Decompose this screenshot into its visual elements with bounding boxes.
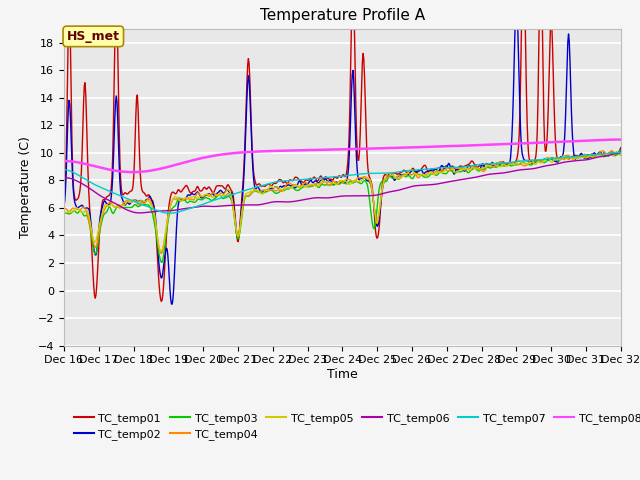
Line: TC_temp03: TC_temp03 xyxy=(64,150,621,263)
TC_temp01 xyxy=(401,168,408,173)
TC_temp01 xyxy=(617,144,625,150)
TC_temp08 xyxy=(277,148,285,154)
TC_temp08 xyxy=(432,144,440,149)
Line: TC_temp06: TC_temp06 xyxy=(64,153,621,213)
TC_temp08 xyxy=(125,169,133,175)
TC_temp02 xyxy=(617,147,625,153)
TC_temp05 xyxy=(256,190,264,196)
Legend: TC_temp01, TC_temp02, TC_temp03, TC_temp04, TC_temp05, TC_temp06, TC_temp07, TC_: TC_temp01, TC_temp02, TC_temp03, TC_temp… xyxy=(70,408,640,444)
TC_temp06 xyxy=(256,202,264,207)
TC_temp04 xyxy=(617,152,625,158)
TC_temp08 xyxy=(129,169,137,175)
TC_temp05 xyxy=(277,186,285,192)
TC_temp03 xyxy=(125,204,133,210)
TC_temp01 xyxy=(228,189,236,195)
TC_temp02 xyxy=(277,183,285,189)
Y-axis label: Temperature (C): Temperature (C) xyxy=(19,136,32,238)
TC_temp03 xyxy=(617,147,625,153)
TC_temp07 xyxy=(228,192,236,197)
TC_temp01 xyxy=(277,177,285,183)
TC_temp01 xyxy=(432,166,440,171)
TC_temp07 xyxy=(617,150,625,156)
TC_temp04 xyxy=(157,251,165,256)
TC_temp08 xyxy=(401,145,408,151)
TC_temp07 xyxy=(277,178,285,184)
TC_temp04 xyxy=(256,189,264,195)
Line: TC_temp08: TC_temp08 xyxy=(64,140,621,172)
TC_temp02 xyxy=(125,201,133,207)
TC_temp04 xyxy=(401,172,408,178)
TC_temp05 xyxy=(612,150,620,156)
TC_temp07 xyxy=(165,210,173,216)
TC_temp05 xyxy=(401,173,408,179)
TC_temp03 xyxy=(60,211,68,216)
TC_temp08 xyxy=(617,137,625,143)
TC_temp04 xyxy=(228,200,236,205)
TC_temp03 xyxy=(401,173,408,179)
TC_temp04 xyxy=(277,189,285,194)
TC_temp07 xyxy=(432,166,440,171)
TC_temp06 xyxy=(228,203,236,208)
TC_temp03 xyxy=(158,260,166,265)
TC_temp05 xyxy=(228,199,236,205)
TC_temp04 xyxy=(607,148,615,154)
TC_temp05 xyxy=(432,171,440,177)
TC_temp02 xyxy=(256,188,264,193)
TC_temp08 xyxy=(228,150,236,156)
Title: Temperature Profile A: Temperature Profile A xyxy=(260,9,425,24)
TC_temp06 xyxy=(432,181,440,187)
TC_temp07 xyxy=(125,196,133,202)
TC_temp03 xyxy=(256,188,264,194)
TC_temp06 xyxy=(60,175,68,180)
TC_temp02 xyxy=(168,301,176,307)
TC_temp06 xyxy=(401,186,408,192)
TC_temp07 xyxy=(256,183,264,189)
TC_temp04 xyxy=(60,206,68,212)
TC_temp06 xyxy=(125,208,133,214)
TC_temp02 xyxy=(513,1,520,7)
TC_temp02 xyxy=(432,166,440,172)
TC_temp05 xyxy=(125,199,133,205)
Line: TC_temp04: TC_temp04 xyxy=(64,151,621,253)
Text: HS_met: HS_met xyxy=(67,30,120,43)
TC_temp05 xyxy=(157,248,164,254)
TC_temp02 xyxy=(401,172,408,178)
TC_temp07 xyxy=(401,168,408,174)
Line: TC_temp02: TC_temp02 xyxy=(64,4,621,304)
Line: TC_temp01: TC_temp01 xyxy=(64,0,621,301)
TC_temp01 xyxy=(125,189,133,195)
TC_temp04 xyxy=(125,198,133,204)
TC_temp03 xyxy=(277,188,285,193)
TC_temp05 xyxy=(60,210,68,216)
TC_temp05 xyxy=(617,152,625,158)
TC_temp01 xyxy=(60,195,68,201)
TC_temp08 xyxy=(60,158,68,164)
X-axis label: Time: Time xyxy=(327,368,358,381)
TC_temp06 xyxy=(136,210,143,216)
TC_temp01 xyxy=(157,299,165,304)
TC_temp07 xyxy=(60,167,68,172)
TC_temp02 xyxy=(228,193,236,199)
TC_temp03 xyxy=(228,201,236,207)
TC_temp02 xyxy=(60,203,68,209)
TC_temp04 xyxy=(432,169,440,175)
TC_temp03 xyxy=(432,172,440,178)
TC_temp06 xyxy=(277,199,285,204)
Line: TC_temp05: TC_temp05 xyxy=(64,153,621,251)
TC_temp06 xyxy=(617,150,625,156)
TC_temp08 xyxy=(256,148,264,154)
TC_temp01 xyxy=(256,181,264,187)
Line: TC_temp07: TC_temp07 xyxy=(64,153,621,213)
